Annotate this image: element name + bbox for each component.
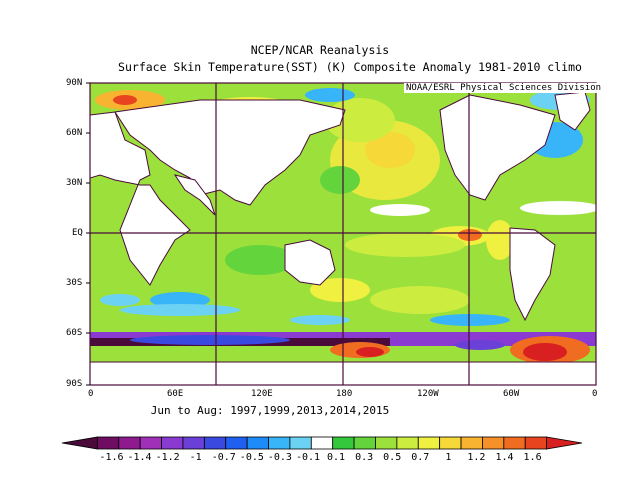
lat-label: 90N bbox=[66, 78, 83, 88]
colorbar-swatch bbox=[139, 436, 162, 450]
colorbar-swatch bbox=[503, 436, 526, 450]
colorbar-swatch bbox=[289, 436, 312, 450]
lon-label: 60W bbox=[503, 389, 520, 399]
lat-label: EQ bbox=[72, 228, 83, 238]
colorbar-swatch bbox=[268, 436, 291, 450]
axis-ticks bbox=[86, 82, 90, 386]
lat-label: 60S bbox=[66, 328, 83, 338]
colorbar-swatch bbox=[182, 436, 205, 450]
lon-label: 180 bbox=[336, 389, 353, 399]
colorbar-tick-label: 1.2 bbox=[467, 452, 486, 463]
colorbar-swatch bbox=[96, 436, 120, 450]
colorbar-swatch bbox=[332, 436, 355, 450]
colorbar-swatch bbox=[246, 436, 269, 450]
colorbar-tick-label: 0.5 bbox=[383, 452, 402, 463]
lat-label: 30S bbox=[66, 278, 83, 288]
lat-label: 60N bbox=[66, 128, 83, 138]
colorbar-tick-label: -0.3 bbox=[267, 452, 292, 463]
lon-label: 120E bbox=[251, 389, 273, 399]
grid-lines bbox=[89, 82, 597, 386]
colorbar-tick-label: -0.7 bbox=[211, 452, 236, 463]
colorbar-swatch bbox=[203, 436, 227, 450]
chart-title: NCEP/NCAR Reanalysis bbox=[250, 43, 390, 57]
lat-label: 30N bbox=[66, 178, 83, 188]
colorbar-swatch bbox=[460, 436, 483, 450]
colorbar-swatch bbox=[161, 436, 184, 450]
chart-subtitle: Surface Skin Temperature(SST) (K) Compos… bbox=[118, 60, 582, 74]
colorbar-tick-label: -1.4 bbox=[127, 452, 152, 463]
colorbar-tick-label: -1.2 bbox=[155, 452, 180, 463]
sst-anomaly-field bbox=[90, 83, 596, 385]
colorbar-tick-label: 0.3 bbox=[355, 452, 374, 463]
lon-label: 0 bbox=[592, 389, 598, 399]
colorbar-swatch bbox=[396, 436, 419, 450]
colorbar-swatch bbox=[353, 436, 376, 450]
colorbar-tick-label: 0.1 bbox=[327, 452, 346, 463]
colorbar-tick-label: -1.6 bbox=[99, 452, 124, 463]
colorbar-swatch bbox=[524, 436, 548, 450]
colorbar-tick-label: 0.7 bbox=[411, 452, 430, 463]
colorbar-tick-label: -1 bbox=[189, 452, 202, 463]
colorbar-swatch bbox=[61, 436, 98, 450]
colorbar-swatch bbox=[439, 436, 462, 450]
lat-label: 90S bbox=[66, 379, 83, 389]
colorbar-tick-label: -0.1 bbox=[295, 452, 321, 463]
period-label: Jun to Aug: 1997,1999,2013,2014,2015 bbox=[150, 404, 390, 417]
colorbar-swatch bbox=[546, 436, 583, 450]
lon-label: 120W bbox=[417, 389, 439, 399]
colorbar-tick-label: 1.6 bbox=[523, 452, 542, 463]
colorbar-swatch bbox=[310, 436, 334, 450]
colorbar-tick-label: 1.4 bbox=[495, 452, 514, 463]
colorbar-swatch bbox=[482, 436, 505, 450]
lon-label: 0 bbox=[88, 389, 94, 399]
colorbar-tick-label: -0.5 bbox=[239, 452, 264, 463]
colorbar-swatch bbox=[118, 436, 141, 450]
credit-label: NOAA/ESRL Physical Sciences Division bbox=[404, 83, 604, 93]
colorbar bbox=[61, 436, 583, 450]
colorbar-tick-label: 1 bbox=[445, 452, 452, 463]
lon-label: 60E bbox=[167, 389, 184, 399]
colorbar-swatch bbox=[225, 436, 248, 450]
colorbar-swatch bbox=[417, 436, 441, 450]
colorbar-swatch bbox=[375, 436, 398, 450]
